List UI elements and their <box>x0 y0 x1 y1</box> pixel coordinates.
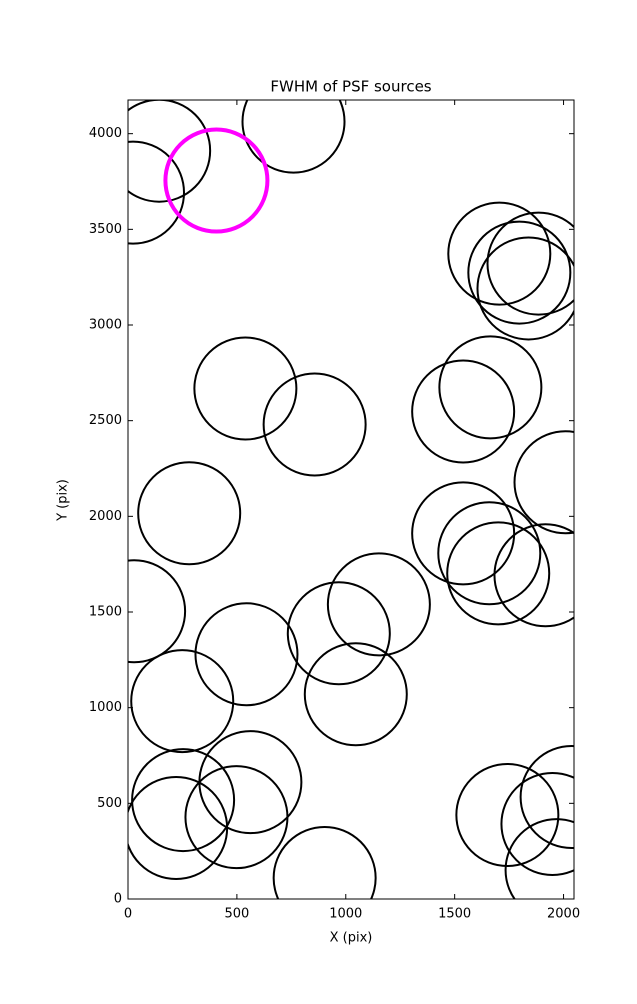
psf-marker <box>455 763 560 868</box>
psf-marker <box>262 372 367 477</box>
psf-marker <box>467 220 572 325</box>
psf-marker <box>194 602 299 707</box>
psf-marker <box>476 236 574 341</box>
y-tick-label: 2000 <box>89 509 122 524</box>
y-tick-label: 500 <box>97 796 122 811</box>
psf-marker <box>193 336 298 441</box>
chart-title: FWHM of PSF sources <box>270 78 431 96</box>
psf-marker <box>411 481 516 586</box>
psf-marker <box>446 521 551 626</box>
psf-marker <box>128 140 185 245</box>
psf-marker <box>137 461 242 566</box>
psf-marker <box>504 818 574 899</box>
y-tick-label: 3500 <box>89 222 122 237</box>
y-tick-label: 4000 <box>89 126 122 141</box>
psf-marker <box>438 335 543 440</box>
psf-marker <box>128 100 212 203</box>
x-axis-label: X (pix) <box>330 931 373 946</box>
x-tick-label: 500 <box>224 907 249 922</box>
y-tick-label: 3000 <box>89 318 122 333</box>
psf-marker <box>131 748 236 853</box>
plot-area <box>128 100 574 899</box>
axes-frame <box>127 99 575 900</box>
psf-marker <box>303 642 408 747</box>
psf-marker <box>519 745 574 850</box>
x-tick-label: 1000 <box>329 907 362 922</box>
psf-marker <box>437 501 542 606</box>
x-tick-label: 1500 <box>438 907 471 922</box>
psf-marker <box>128 559 187 664</box>
y-tick-label: 2500 <box>89 413 122 428</box>
x-tick-label: 0 <box>124 907 132 922</box>
psf-marker <box>326 552 431 657</box>
psf-marker <box>411 359 516 464</box>
psf-marker <box>163 127 270 234</box>
x-tick-label: 2000 <box>547 907 580 922</box>
psf-marker <box>241 100 346 174</box>
psf-marker <box>493 523 574 628</box>
psf-marker <box>486 211 574 316</box>
y-tick-label: 1500 <box>89 605 122 620</box>
psf-marker <box>286 581 391 686</box>
y-axis-label: Y (pix) <box>56 479 71 522</box>
psf-marker <box>500 772 574 876</box>
y-tick-label: 0 <box>114 892 122 907</box>
psf-marker <box>184 765 289 870</box>
y-tick-label: 1000 <box>89 700 122 715</box>
psf-marker <box>447 201 552 306</box>
psf-marker <box>513 430 574 535</box>
psf-marker <box>272 825 377 899</box>
psf-marker <box>130 649 235 754</box>
psf-marker <box>128 776 229 881</box>
